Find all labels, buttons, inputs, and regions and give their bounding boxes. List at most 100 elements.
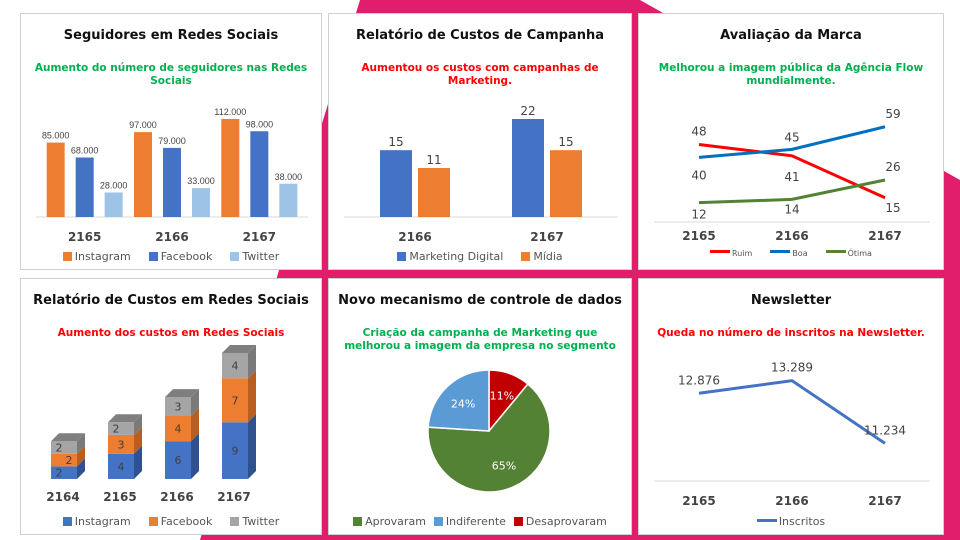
legend-label: Facebook [160,250,213,263]
chart-subtitle: Melhorou a imagem pública da Agência Flo… [658,62,924,87]
data-label: 40 [691,168,706,182]
legend: Inscritos [639,515,943,528]
data-label: 41 [784,170,799,184]
legend-swatch [230,517,240,526]
data-label: 13.289 [771,361,813,375]
data-label: 59 [885,107,900,121]
series-line-ótima [698,178,886,205]
chart-subtitle: Aumento do número de seguidores nas Rede… [34,62,308,87]
data-label: 15 [885,201,900,215]
data-label: 15 [558,135,573,149]
data-label: 14 [784,202,799,216]
legend-swatch [513,517,523,526]
chart-panel: Newsletter Queda no número de inscritos … [638,278,944,535]
chart-plot: 2165 2166 2167 48 41 15 40 45 59 12 14 26 [654,107,930,243]
bar-segment [51,441,77,454]
bar-segment [222,378,248,423]
bar [134,132,152,217]
legend-item: Aprovaram [353,515,426,528]
bar-segment [222,422,248,479]
legend-item: Marketing Digital [397,250,503,263]
legend-swatch [230,252,240,261]
x-tick-label: 2164 [46,490,79,504]
series-line-boa [698,125,886,159]
data-label: 4 [232,360,239,373]
chart-title: Novo mecanismo de controle de dados [338,293,622,308]
bar [104,192,123,217]
chart-panel: Relatório de Custos em Redes Sociais Aum… [20,278,322,535]
legend: Instagram Facebook Twitter [21,250,321,263]
x-tick-label: 2166 [775,229,808,243]
bar [75,157,94,217]
x-tick-label: 2167 [530,230,563,244]
legend-item: Ótima [825,246,872,259]
data-label: 79.000 [158,136,186,146]
data-label: 85.000 [42,131,70,141]
legend-item: Facebook [148,515,213,528]
slice-label: 65% [492,460,516,473]
data-label: 2 [66,454,73,467]
chart-title: Seguidores em Redes Sociais [63,28,279,43]
chart-panel: Novo mecanismo de controle de dados Cria… [328,278,632,535]
slice-label: 24% [451,397,475,410]
x-tick-label: 2167 [868,229,901,243]
data-label: 38.000 [275,172,303,182]
legend-label: Indiferente [445,515,506,528]
legend: Ruim Boa Ótima [639,246,943,259]
bar [163,147,181,217]
x-tick-label: 2166 [155,230,188,244]
bar [279,183,298,217]
legend-swatch [756,519,777,522]
bar-side [77,433,85,454]
legend-label: Inscritos [778,515,826,528]
data-label: 2 [56,467,63,480]
series-line-inscritos [698,379,886,445]
bar [418,168,450,217]
legend-item: Twitter [230,250,279,263]
bar-segment [51,466,77,479]
data-label: 22 [520,104,535,118]
legend-item: Boa [770,246,808,259]
data-label: 3 [118,438,125,451]
data-label: 7 [232,394,239,407]
bar-top [222,345,256,353]
chart-plot: 2166 15 11 2167 22 15 [344,104,618,244]
bar [550,150,582,217]
legend-item: Desaprovaram [513,515,607,528]
bar [46,142,65,217]
bar [192,188,210,217]
data-label: 45 [784,130,799,144]
data-label: 2 [56,442,63,455]
legend: Marketing Digital Mídia [329,250,631,263]
bar-segment [108,453,134,479]
bar-top [165,389,199,398]
bar-segment [165,397,191,416]
bar-segment [165,441,191,479]
bar [512,119,544,217]
chart-title: Relatório de Custos em Redes Sociais [33,293,309,308]
bar-side [134,445,142,479]
legend-swatch [433,517,443,526]
chart-title: Avaliação da Marca [720,28,862,43]
bar-segment [51,453,77,467]
legend-label: Aprovaram [365,515,426,528]
bar-side [134,426,142,454]
legend-swatch [148,252,158,261]
bar [221,119,240,217]
x-tick-label: 2165 [103,490,136,504]
legend-label: Facebook [160,515,213,528]
bar-side [248,414,256,479]
chart-title: Newsletter [750,293,832,308]
chart-title: Relatório de Custos de Campanha [356,28,604,43]
chart-panel: Relatório de Custos de Campanha Aumentou… [328,13,632,270]
legend-label: Twitter [242,515,280,528]
data-label: 4 [175,423,182,436]
data-label: 28.000 [100,181,128,191]
bar-side [248,370,256,423]
data-label: 11 [426,153,441,167]
bar-top [108,414,142,423]
data-label: 3 [175,401,182,414]
bar-side [134,414,142,435]
legend-swatch [148,517,158,526]
